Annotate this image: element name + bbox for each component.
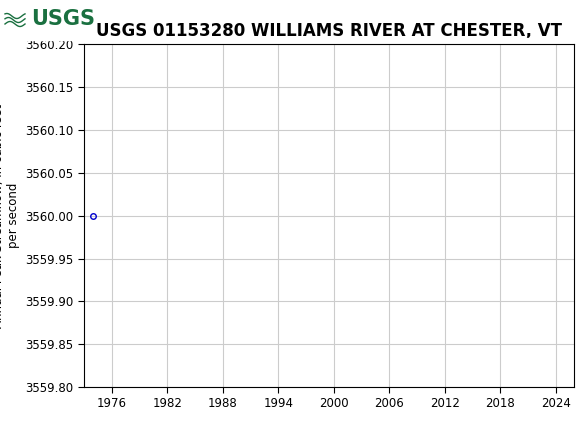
Bar: [3, 3, 98, 35]
Y-axis label: Annual Peak Streamflow, in cubic feet
per second: Annual Peak Streamflow, in cubic feet pe…: [0, 104, 20, 328]
Text: USGS: USGS: [31, 9, 95, 29]
Title: USGS 01153280 WILLIAMS RIVER AT CHESTER, VT: USGS 01153280 WILLIAMS RIVER AT CHESTER,…: [96, 22, 562, 40]
